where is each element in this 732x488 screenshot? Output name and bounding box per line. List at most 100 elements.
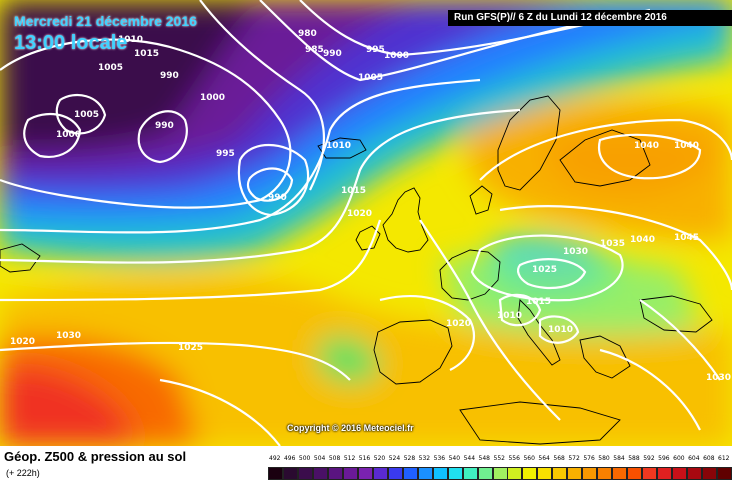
pressure-label: 1000 (56, 130, 81, 140)
pressure-label: 1020 (10, 337, 35, 347)
pressure-label: 995 (216, 149, 235, 159)
scale-tick-label: 544 (463, 455, 476, 462)
scale-swatch (597, 467, 613, 480)
scale-tick-label: 508 (328, 455, 341, 462)
pressure-label: 1010 (548, 325, 573, 335)
scale-tick-label: 576 (583, 455, 595, 462)
isobars (0, 0, 732, 446)
scale-swatch (702, 467, 718, 480)
pressure-label: 1015 (134, 49, 159, 59)
scale-swatch (417, 467, 433, 480)
pressure-label: 990 (155, 121, 174, 131)
scale-tick-label: 552 (493, 455, 505, 462)
pressure-label: 990 (323, 49, 342, 59)
run-info: Run GFS(P)// 6 Z du Lundi 12 décembre 20… (448, 10, 732, 26)
scale-tick-label: 532 (418, 455, 431, 462)
scale-tick-label: 608 (703, 455, 715, 462)
pressure-label: 1045 (674, 233, 699, 243)
scale-swatch (507, 467, 523, 480)
scale-swatch (342, 467, 358, 480)
pressure-map: 980 985 990 990 990 990 995 995 1000 100… (0, 0, 732, 446)
scale-swatch (522, 467, 538, 480)
scale-swatch (612, 467, 628, 480)
scale-swatch (432, 467, 448, 480)
scale-tick-label: 540 (448, 455, 461, 462)
scale-swatch (387, 467, 403, 480)
pressure-label: 995 (366, 45, 385, 55)
scale-tick-label: 612 (718, 455, 730, 462)
scale-swatch (672, 467, 688, 480)
pressure-label: 1010 (497, 311, 522, 321)
scale-tick-label: 520 (373, 455, 386, 462)
scale-tick-label: 548 (478, 455, 490, 462)
scale-tick-label: 500 (298, 455, 311, 462)
pressure-label: 1005 (358, 73, 383, 83)
scale-tick-label: 564 (538, 455, 550, 462)
scale-tick-label: 560 (523, 455, 535, 462)
pressure-label: 1040 (634, 141, 659, 151)
valid-date: Mercredi 21 décembre 2016 (14, 13, 197, 29)
scale-tick-label: 556 (508, 455, 520, 462)
scale-tick-label: 580 (598, 455, 610, 462)
scale-swatch (477, 467, 493, 480)
scale-swatch (462, 467, 478, 480)
pressure-label: 1035 (600, 239, 625, 249)
scale-swatch (582, 467, 598, 480)
pressure-label: 1010 (118, 35, 143, 45)
chart-title: Géop. Z500 & pression au sol (4, 449, 187, 464)
pressure-label: 1025 (178, 343, 203, 353)
pressure-label: 1020 (446, 319, 471, 329)
scale-tick-label: 604 (688, 455, 700, 462)
scale-swatch (372, 467, 388, 480)
scale-tick-label: 568 (553, 455, 565, 462)
scale-tick-label: 592 (643, 455, 655, 462)
scale-tick-label: 588 (628, 455, 640, 462)
scale-tick-label: 572 (568, 455, 580, 462)
pressure-labels: 980 985 990 990 990 990 995 995 1000 100… (10, 29, 731, 383)
scale-tick-label: 492 (269, 455, 281, 462)
pressure-label: 990 (268, 193, 287, 203)
scale-swatch (327, 467, 343, 480)
color-scale-labels: 492 496 500 504 508 512 516 520 524 528 532 536 540 5… (268, 455, 732, 465)
color-scale (268, 467, 732, 480)
pressure-label: 1000 (384, 51, 409, 61)
pressure-label: 985 (305, 45, 324, 55)
pressure-label: 1040 (674, 141, 699, 151)
pressure-label: 1025 (532, 265, 557, 275)
scale-tick-label: 516 (358, 455, 371, 462)
scale-swatch (268, 467, 283, 480)
scale-swatch (642, 467, 658, 480)
scale-tick-label: 600 (673, 455, 685, 462)
forecast-hour: (+ 222h) (6, 468, 40, 478)
valid-time: 13:00 locale (14, 32, 128, 54)
scale-swatch (357, 467, 373, 480)
pressure-label: 990 (160, 71, 179, 81)
pressure-label: 1030 (706, 373, 731, 383)
pressure-label: 1000 (200, 93, 225, 103)
scale-tick-label: 536 (433, 455, 446, 462)
pressure-label: 1020 (347, 209, 372, 219)
pressure-label: 1010 (326, 141, 351, 151)
coastlines (0, 95, 713, 445)
scale-swatch (312, 467, 328, 480)
scale-swatch (552, 467, 568, 480)
pressure-label: 1030 (563, 247, 588, 257)
geopotential-fill (0, 0, 732, 446)
scale-tick-label: 524 (388, 455, 401, 462)
scale-swatch (687, 467, 703, 480)
scale-tick-label: 528 (403, 455, 416, 462)
scale-tick-label: 496 (283, 455, 296, 462)
scale-tick-label: 512 (343, 455, 356, 462)
legend-footer: Géop. Z500 & pression au sol (+ 222h) 49… (0, 446, 732, 488)
scale-swatch (657, 467, 673, 480)
pressure-label: 1015 (526, 297, 551, 307)
pressure-label: 1005 (74, 110, 99, 120)
scale-tick-label: 584 (613, 455, 625, 462)
pressure-label: 1005 (98, 63, 123, 73)
scale-swatch (297, 467, 313, 480)
scale-swatch (537, 467, 553, 480)
pressure-label: 1040 (630, 235, 655, 245)
scale-swatch (402, 467, 418, 480)
scale-tick-label: 596 (658, 455, 670, 462)
